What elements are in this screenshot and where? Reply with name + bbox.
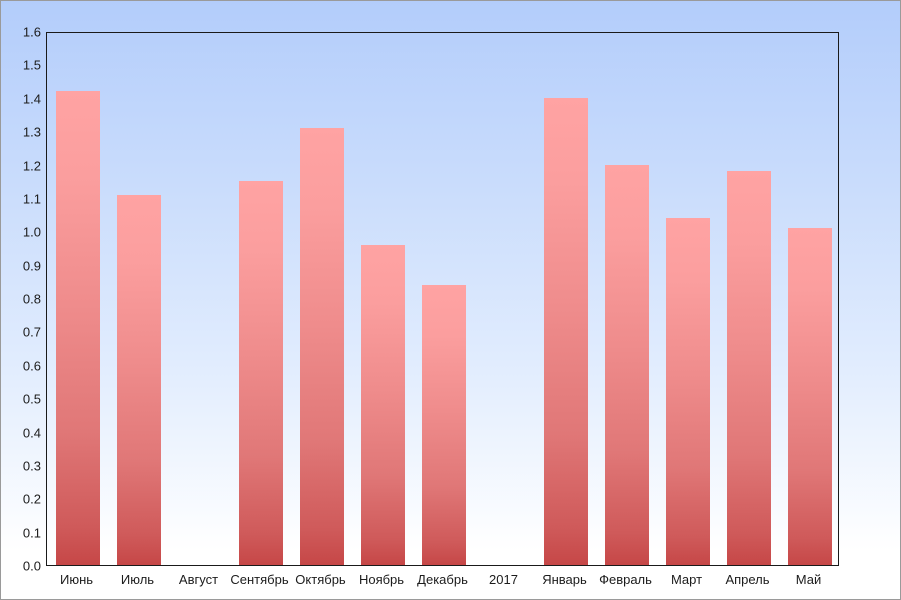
y-axis-tick-label: 0.9 <box>22 258 41 274</box>
bar-slot <box>47 33 108 565</box>
bar-slot <box>474 33 535 565</box>
y-axis-tick-label: 1.0 <box>22 224 41 240</box>
x-axis-tick-label: Июль <box>120 572 155 587</box>
bar-slot <box>779 33 840 565</box>
bar[interactable] <box>238 181 283 565</box>
bar-slot <box>352 33 413 565</box>
plot-area <box>46 32 839 566</box>
y-axis-tick-label: 1.4 <box>22 91 41 107</box>
y-axis-tick-label: 1.6 <box>22 24 41 40</box>
bar-slot <box>596 33 657 565</box>
y-axis-tick-label: 0.0 <box>22 558 41 574</box>
bar-slot <box>108 33 169 565</box>
y-axis-tick-label: 0.8 <box>22 291 41 307</box>
y-axis-tick-label: 0.4 <box>22 425 41 440</box>
y-axis: 0.0 0.1 0.2 0.3 0.4 0.5 0.6 0.7 0.8 0.9 1.0 1.1 1.2 1… <box>1 1 41 599</box>
bar-slot <box>169 33 230 565</box>
x-axis-tick-label: Декабрь <box>417 572 468 587</box>
y-axis-tick-label: 1.1 <box>22 191 41 207</box>
bar[interactable] <box>55 91 100 565</box>
bar[interactable] <box>726 171 771 565</box>
bar-slot <box>718 33 779 565</box>
bar[interactable] <box>665 217 710 565</box>
y-axis-tick-label: 1.5 <box>22 57 41 73</box>
x-axis-tick-label: 2017 <box>489 572 518 587</box>
bar-slot <box>413 33 474 565</box>
y-axis-tick-label: 0.5 <box>22 391 41 407</box>
x-axis-tick-label: Август <box>178 572 219 587</box>
x-axis: Июнь Июль Август Сентябрь Октябрь Ноябрь Декаб… <box>46 570 839 594</box>
x-axis-tick-label: Февраль <box>599 572 652 587</box>
bar[interactable] <box>543 97 588 565</box>
bar-slot <box>535 33 596 565</box>
bars-layer <box>47 33 838 565</box>
y-axis-tick-label: 0.3 <box>22 458 41 474</box>
y-axis-tick-label: 0.2 <box>22 491 41 507</box>
bar[interactable] <box>787 227 832 565</box>
bar-slot <box>657 33 718 565</box>
y-axis-tick-label: 1.2 <box>22 158 41 173</box>
x-axis-tick-label: Апрель <box>725 572 770 587</box>
bar-slot <box>230 33 291 565</box>
x-axis-tick-label: Октябрь <box>295 572 346 587</box>
x-axis-tick-label: Январь <box>542 572 587 587</box>
x-axis-tick-label: Март <box>670 572 703 587</box>
y-axis-tick-label: 0.1 <box>22 525 41 541</box>
bar[interactable] <box>299 127 344 565</box>
bar-slot <box>291 33 352 565</box>
bar[interactable] <box>116 194 161 565</box>
y-axis-tick-label: 1.3 <box>22 124 41 140</box>
bar[interactable] <box>604 164 649 565</box>
bar[interactable] <box>360 244 405 565</box>
x-axis-tick-label: Сентябрь <box>230 572 289 587</box>
y-axis-tick-label: 0.7 <box>22 324 41 340</box>
x-axis-tick-label: Май <box>795 572 822 587</box>
bar[interactable] <box>421 284 466 565</box>
x-axis-tick-label: Июнь <box>59 572 94 587</box>
y-axis-tick-label: 0.6 <box>22 358 41 374</box>
x-axis-tick-label: Ноябрь <box>358 572 405 587</box>
